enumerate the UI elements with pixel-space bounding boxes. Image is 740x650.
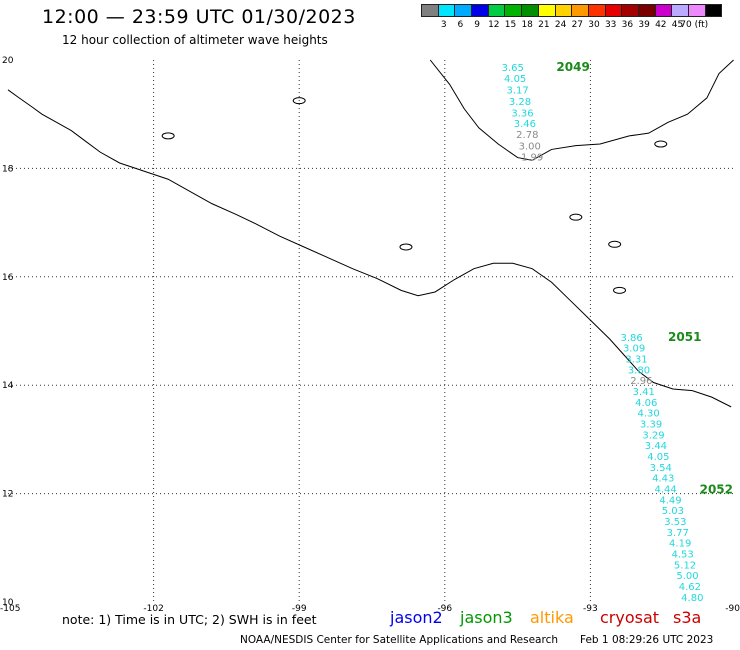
altimeter-track: 3.863.093.313.802.963.414.064.303.393.29…: [621, 330, 702, 496]
lat-lon-grid: [8, 60, 736, 602]
longitude-label: -90: [725, 604, 740, 614]
color-scale-label: 21: [538, 20, 550, 30]
latitude-label: 14: [2, 381, 14, 391]
wave-height-value: 3.09: [623, 344, 645, 355]
wave-height-value: 4.43: [652, 474, 674, 485]
lake-outline: [292, 97, 306, 105]
latitude-label: 18: [2, 164, 14, 174]
wave-height-value: 4.30: [638, 409, 660, 420]
wave-height-value: 4.05: [647, 452, 669, 463]
wave-height-value: 5.00: [676, 571, 698, 582]
color-scale-label: 18: [521, 20, 533, 30]
axis-labels: 20 18 16 14 12 10-105 -102 -99 -96 -93 -90: [0, 56, 740, 614]
wave-height-value: 3.00: [519, 141, 541, 152]
longitude-label: -102: [143, 604, 163, 614]
wave-height-value: 3.41: [633, 387, 655, 398]
wave-height-value: 4.53: [671, 550, 693, 561]
color-scale-label: 15: [504, 20, 517, 30]
wave-height-value: 5.12: [674, 560, 696, 571]
pacific-coastline: [7, 89, 732, 408]
units-note: note: 1) Time is in UTC; 2) SWH is in fe…: [62, 612, 317, 627]
legend-item-altika: altika: [530, 608, 574, 627]
legend-item-cryosat: cryosat: [600, 608, 660, 627]
wave-height-value: 3.86: [621, 333, 643, 344]
legend-item-s3a: s3a: [673, 608, 702, 627]
wave-height-color-scale: [421, 4, 723, 17]
lake-outline: [161, 132, 175, 140]
color-scale-label: 39: [638, 20, 650, 30]
color-scale-label: 3: [440, 20, 447, 30]
altimeter-tracks: 3.654.053.173.283.363.462.783.001.992049…: [502, 60, 733, 604]
wave-height-value: 3.53: [664, 517, 686, 528]
wave-height-value: 5.03: [662, 506, 684, 517]
lake-outline: [399, 243, 413, 251]
longitude-label: -93: [583, 604, 598, 614]
wave-height-value: 3.29: [642, 430, 664, 441]
longitude-label: -99: [292, 604, 307, 614]
track-id-label: 2052: [700, 483, 733, 497]
lake-outline: [613, 286, 627, 294]
lake-outline: [654, 140, 668, 148]
color-scale-label: 45: [671, 20, 684, 30]
latitude-label: 10: [2, 598, 14, 608]
wave-height-value: 4.80: [681, 593, 703, 604]
color-scale-label: 33: [604, 20, 617, 30]
wave-height-value: 4.05: [504, 74, 526, 85]
wave-height-value: 4.19: [669, 539, 691, 550]
latitude-label: 12: [2, 490, 13, 500]
wave-height-value: 3.46: [514, 119, 536, 130]
wave-height-value: 4.06: [635, 398, 657, 409]
longitude-label: -96: [437, 604, 452, 614]
color-scale-label: 27: [571, 20, 584, 30]
wave-height-value: 3.28: [509, 97, 531, 108]
color-scale-label: 70 (ft): [680, 20, 709, 30]
track-id-label: 2051: [668, 330, 701, 344]
color-scale-label: 9: [474, 20, 480, 30]
color-swatch: [704, 4, 723, 17]
footer: NOAA/NESDIS Center for Satellite Applica…: [240, 634, 713, 646]
lake-outline: [569, 213, 583, 221]
longitude-label: -105: [0, 604, 20, 614]
color-scale-label: 42: [655, 20, 667, 30]
gulf-coastline: [429, 59, 734, 161]
wave-height-value: 4.49: [659, 495, 681, 506]
wave-height-value: 3.31: [625, 354, 647, 365]
wave-height-value: 2.96: [630, 376, 652, 387]
latitude-label: 20: [2, 56, 14, 66]
altimeter-track: 3.654.053.173.283.363.462.783.001.99 2049: [502, 60, 590, 163]
page-subtitle: 12 hour collection of altimeter wave hei…: [62, 33, 328, 47]
legend-item-jason3: jason3: [460, 608, 513, 627]
wave-height-value: 3.17: [506, 86, 528, 97]
latitude-label: 16: [2, 273, 14, 283]
credit-text: NOAA/NESDIS Center for Satellite Applica…: [240, 634, 558, 646]
lake-outline: [608, 240, 622, 248]
color-scale-label: 12: [488, 20, 500, 30]
wave-height-value: 3.36: [511, 108, 533, 119]
wave-height-value: 3.44: [645, 441, 667, 452]
page-title: 12:00 — 23:59 UTC 01/30/2023: [42, 6, 356, 28]
wave-height-value: 3.80: [628, 365, 650, 376]
wave-height-value: 4.62: [679, 582, 701, 593]
timestamp-text: Feb 1 08:29:26 UTC 2023: [580, 634, 714, 646]
wave-height-value: 3.65: [502, 63, 524, 74]
color-scale-label: 6: [457, 20, 464, 30]
color-scale-labels: 3 6 9 12 15 18 21 24 27 30 33 36 39 42 45 70 (ft): [421, 20, 740, 34]
coastline: [7, 59, 734, 408]
legend-item-jason2: jason2: [390, 608, 443, 627]
track-id-label: 2049: [556, 60, 589, 74]
wave-height-value: 2.78: [516, 130, 538, 141]
color-scale-label: 30: [588, 20, 600, 30]
wave-height-value: 3.39: [640, 419, 662, 430]
wave-height-value: 4.44: [654, 485, 676, 496]
color-scale-label: 36: [621, 20, 634, 30]
altimeter-track: 4.495.033.533.774.194.535.125.004.624.80…: [659, 483, 733, 604]
color-scale-label: 24: [554, 20, 567, 30]
wave-height-value: 3.54: [650, 463, 672, 474]
wave-height-value: 1.99: [521, 152, 543, 163]
wave-height-value: 3.77: [667, 528, 689, 539]
